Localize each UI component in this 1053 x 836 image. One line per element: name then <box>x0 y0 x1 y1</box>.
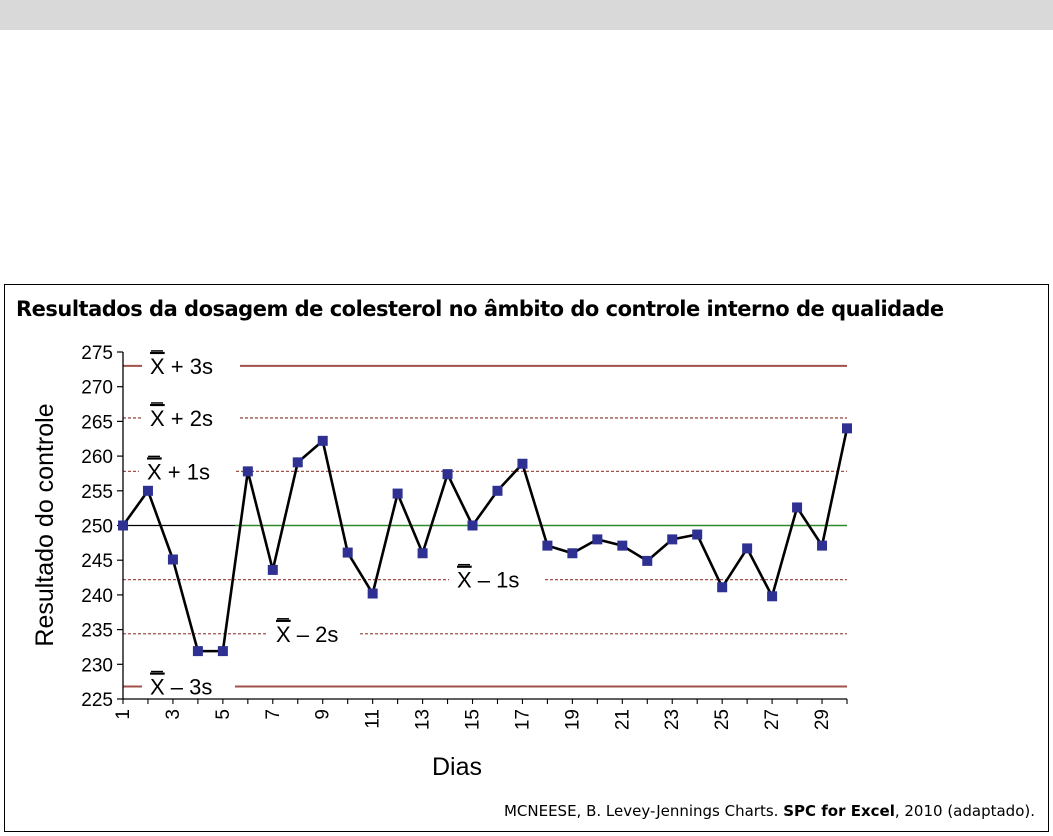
source-publication: SPC for Excel <box>783 802 895 820</box>
y-tick-label: 265 <box>81 412 113 433</box>
ref-line-label-5: X – 2s <box>276 622 338 647</box>
x-tick-label: 5 <box>213 709 234 720</box>
data-point-day-7 <box>267 564 278 575</box>
y-tick-label: 255 <box>81 482 113 503</box>
data-point-day-5 <box>217 646 228 657</box>
ref-line-label-suffix-5: – 2s <box>291 622 339 647</box>
ref-line-label-2: X + 1s <box>147 459 210 484</box>
source-citation: MCNEESE, B. Levey-Jennings Charts. SPC f… <box>504 802 1035 820</box>
x-tick-label: 29 <box>812 709 833 730</box>
data-point-day-8 <box>292 457 303 468</box>
chart-title: Resultados da dosagem de colesterol no â… <box>16 297 944 321</box>
source-rest: , 2010 (adaptado). <box>894 802 1035 820</box>
ref-line-label-6: X – 3s <box>150 675 212 700</box>
ref-line-label-1: X + 2s <box>150 406 213 431</box>
ref-line-label-main-0: X <box>150 354 165 379</box>
data-point-day-16 <box>492 485 503 496</box>
x-tick-label: 23 <box>662 709 683 730</box>
data-point-day-13 <box>417 548 428 559</box>
data-point-day-22 <box>642 555 653 566</box>
data-point-day-30 <box>842 423 852 434</box>
data-point-day-23 <box>667 534 678 545</box>
data-point-day-9 <box>317 435 328 446</box>
data-point-day-17 <box>517 458 528 469</box>
x-tick-label: 1 <box>113 709 134 720</box>
y-axis-title: Resultado do controle <box>31 403 59 646</box>
x-tick-label: 7 <box>263 709 284 720</box>
data-point-day-28 <box>792 502 803 513</box>
data-point-day-3 <box>167 554 178 565</box>
y-tick-label: 260 <box>81 447 113 468</box>
ref-line-label-suffix-4: – 1s <box>472 568 520 593</box>
y-tick-label: 275 <box>81 343 113 364</box>
data-point-day-2 <box>142 485 153 496</box>
source-author: MCNEESE, B. Levey-Jennings Charts. <box>503 802 779 820</box>
data-point-day-26 <box>742 543 753 554</box>
data-point-day-4 <box>192 646 203 657</box>
data-point-day-24 <box>692 529 703 540</box>
data-point-day-27 <box>767 591 778 602</box>
data-point-day-29 <box>817 540 828 551</box>
ref-line-label-suffix-6: – 3s <box>165 675 213 700</box>
x-tick-label: 21 <box>612 709 633 730</box>
data-point-day-20 <box>592 534 603 545</box>
series-line <box>121 428 849 653</box>
data-point-day-21 <box>617 540 628 551</box>
data-point-day-19 <box>567 548 578 559</box>
ref-line-label-main-1: X <box>150 406 165 431</box>
data-point-day-11 <box>367 588 378 599</box>
data-point-day-14 <box>442 469 453 480</box>
y-tick-label: 270 <box>81 378 113 399</box>
y-tick-label: 225 <box>81 690 113 711</box>
x-tick-label: 11 <box>363 709 384 729</box>
ref-line-label-suffix-0: + 3s <box>165 354 213 379</box>
x-axis-title: Dias <box>432 753 482 781</box>
ref-line-label-main-5: X <box>276 622 291 647</box>
y-tick-label: 230 <box>81 655 113 676</box>
data-point-day-15 <box>467 520 478 531</box>
top-bar <box>0 0 1053 30</box>
figure-frame <box>4 284 1049 832</box>
x-tick-label: 19 <box>562 709 583 730</box>
data-point-day-18 <box>542 540 553 551</box>
x-tick-label: 25 <box>712 709 733 730</box>
data-point-day-6 <box>242 466 253 477</box>
ref-line-label-4: X – 1s <box>457 568 519 593</box>
x-tick-label: 15 <box>463 709 484 730</box>
data-point-day-12 <box>392 488 403 499</box>
data-point-day-10 <box>342 547 353 558</box>
x-tick-label: 17 <box>512 709 533 730</box>
x-tick-label: 13 <box>413 709 434 730</box>
x-tick-label: 9 <box>313 709 334 720</box>
ref-line-label-0: X + 3s <box>150 354 213 379</box>
ref-line-label-suffix-1: + 2s <box>165 406 213 431</box>
y-tick-label: 235 <box>81 621 113 642</box>
data-point-day-25 <box>717 582 728 593</box>
ref-line-label-suffix-2: + 1s <box>162 459 210 484</box>
x-tick-label: 3 <box>163 709 184 720</box>
y-tick-label: 245 <box>81 551 113 572</box>
ref-line-label-main-6: X <box>150 675 165 700</box>
ref-line-label-main-4: X <box>457 568 472 593</box>
ref-line-label-main-2: X <box>147 459 162 484</box>
data-point-day-1 <box>118 520 128 531</box>
y-tick-label: 250 <box>81 517 113 538</box>
x-tick-label: 27 <box>762 709 783 730</box>
y-tick-label: 240 <box>81 586 113 607</box>
